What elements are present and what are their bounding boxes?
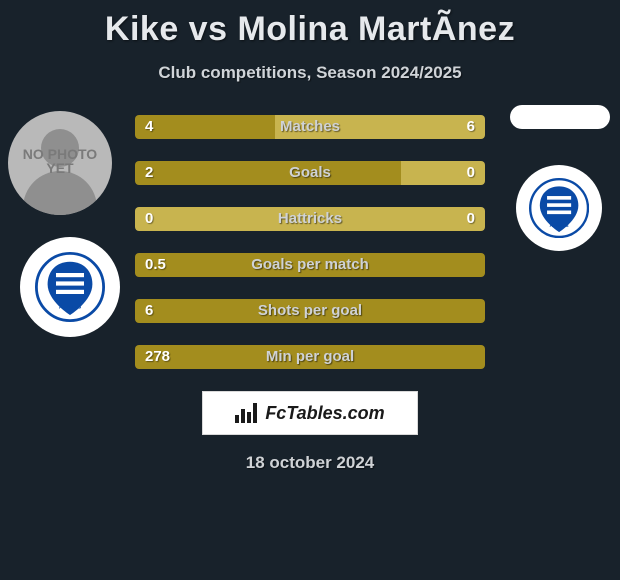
stat-bars: 46Matches 20Goals 00Hattricks 0.5Goals per … bbox=[135, 107, 485, 369]
player2-logo-pill bbox=[510, 105, 610, 129]
player1-club-crest: ALAVES bbox=[20, 237, 120, 337]
player2-club-crest: ALAVES bbox=[516, 165, 602, 251]
attribution-text: FcTables.com bbox=[265, 403, 384, 424]
stat-name: Hattricks bbox=[135, 207, 485, 231]
stat-name: Matches bbox=[135, 115, 485, 139]
stat-bar-row: 6Shots per goal bbox=[135, 299, 485, 323]
stat-name: Goals per match bbox=[135, 253, 485, 277]
player1-avatar-placeholder: NO PHOTO YET bbox=[8, 111, 112, 215]
stat-bar-row: 0.5Goals per match bbox=[135, 253, 485, 277]
stat-bar-row: 20Goals bbox=[135, 161, 485, 185]
avatar-placeholder-text: NO PHOTO YET bbox=[8, 147, 112, 175]
stat-bar-row: 278Min per goal bbox=[135, 345, 485, 369]
page-title: Kike vs Molina MartÃ­nez bbox=[0, 0, 620, 49]
stat-bar-row: 00Hattricks bbox=[135, 207, 485, 231]
comparison-panel: NO PHOTO YET ALAVES ALAVES 46Matches 20Go… bbox=[0, 107, 620, 473]
alaves-crest-icon: ALAVES bbox=[35, 252, 105, 322]
alaves-crest-icon: ALAVES bbox=[529, 178, 589, 238]
svg-text:ALAVES: ALAVES bbox=[549, 223, 569, 229]
stat-name: Min per goal bbox=[135, 345, 485, 369]
svg-text:ALAVES: ALAVES bbox=[59, 305, 82, 311]
page-subtitle: Club competitions, Season 2024/2025 bbox=[0, 63, 620, 83]
attribution-box: FcTables.com bbox=[202, 391, 418, 435]
fctables-bars-icon bbox=[235, 403, 259, 423]
stat-bar-row: 46Matches bbox=[135, 115, 485, 139]
avatar-silhouette-body bbox=[23, 171, 97, 215]
avatar-placeholder-line2: YET bbox=[46, 160, 73, 176]
date-label: 18 october 2024 bbox=[0, 453, 620, 473]
stat-name: Shots per goal bbox=[135, 299, 485, 323]
stat-name: Goals bbox=[135, 161, 485, 185]
